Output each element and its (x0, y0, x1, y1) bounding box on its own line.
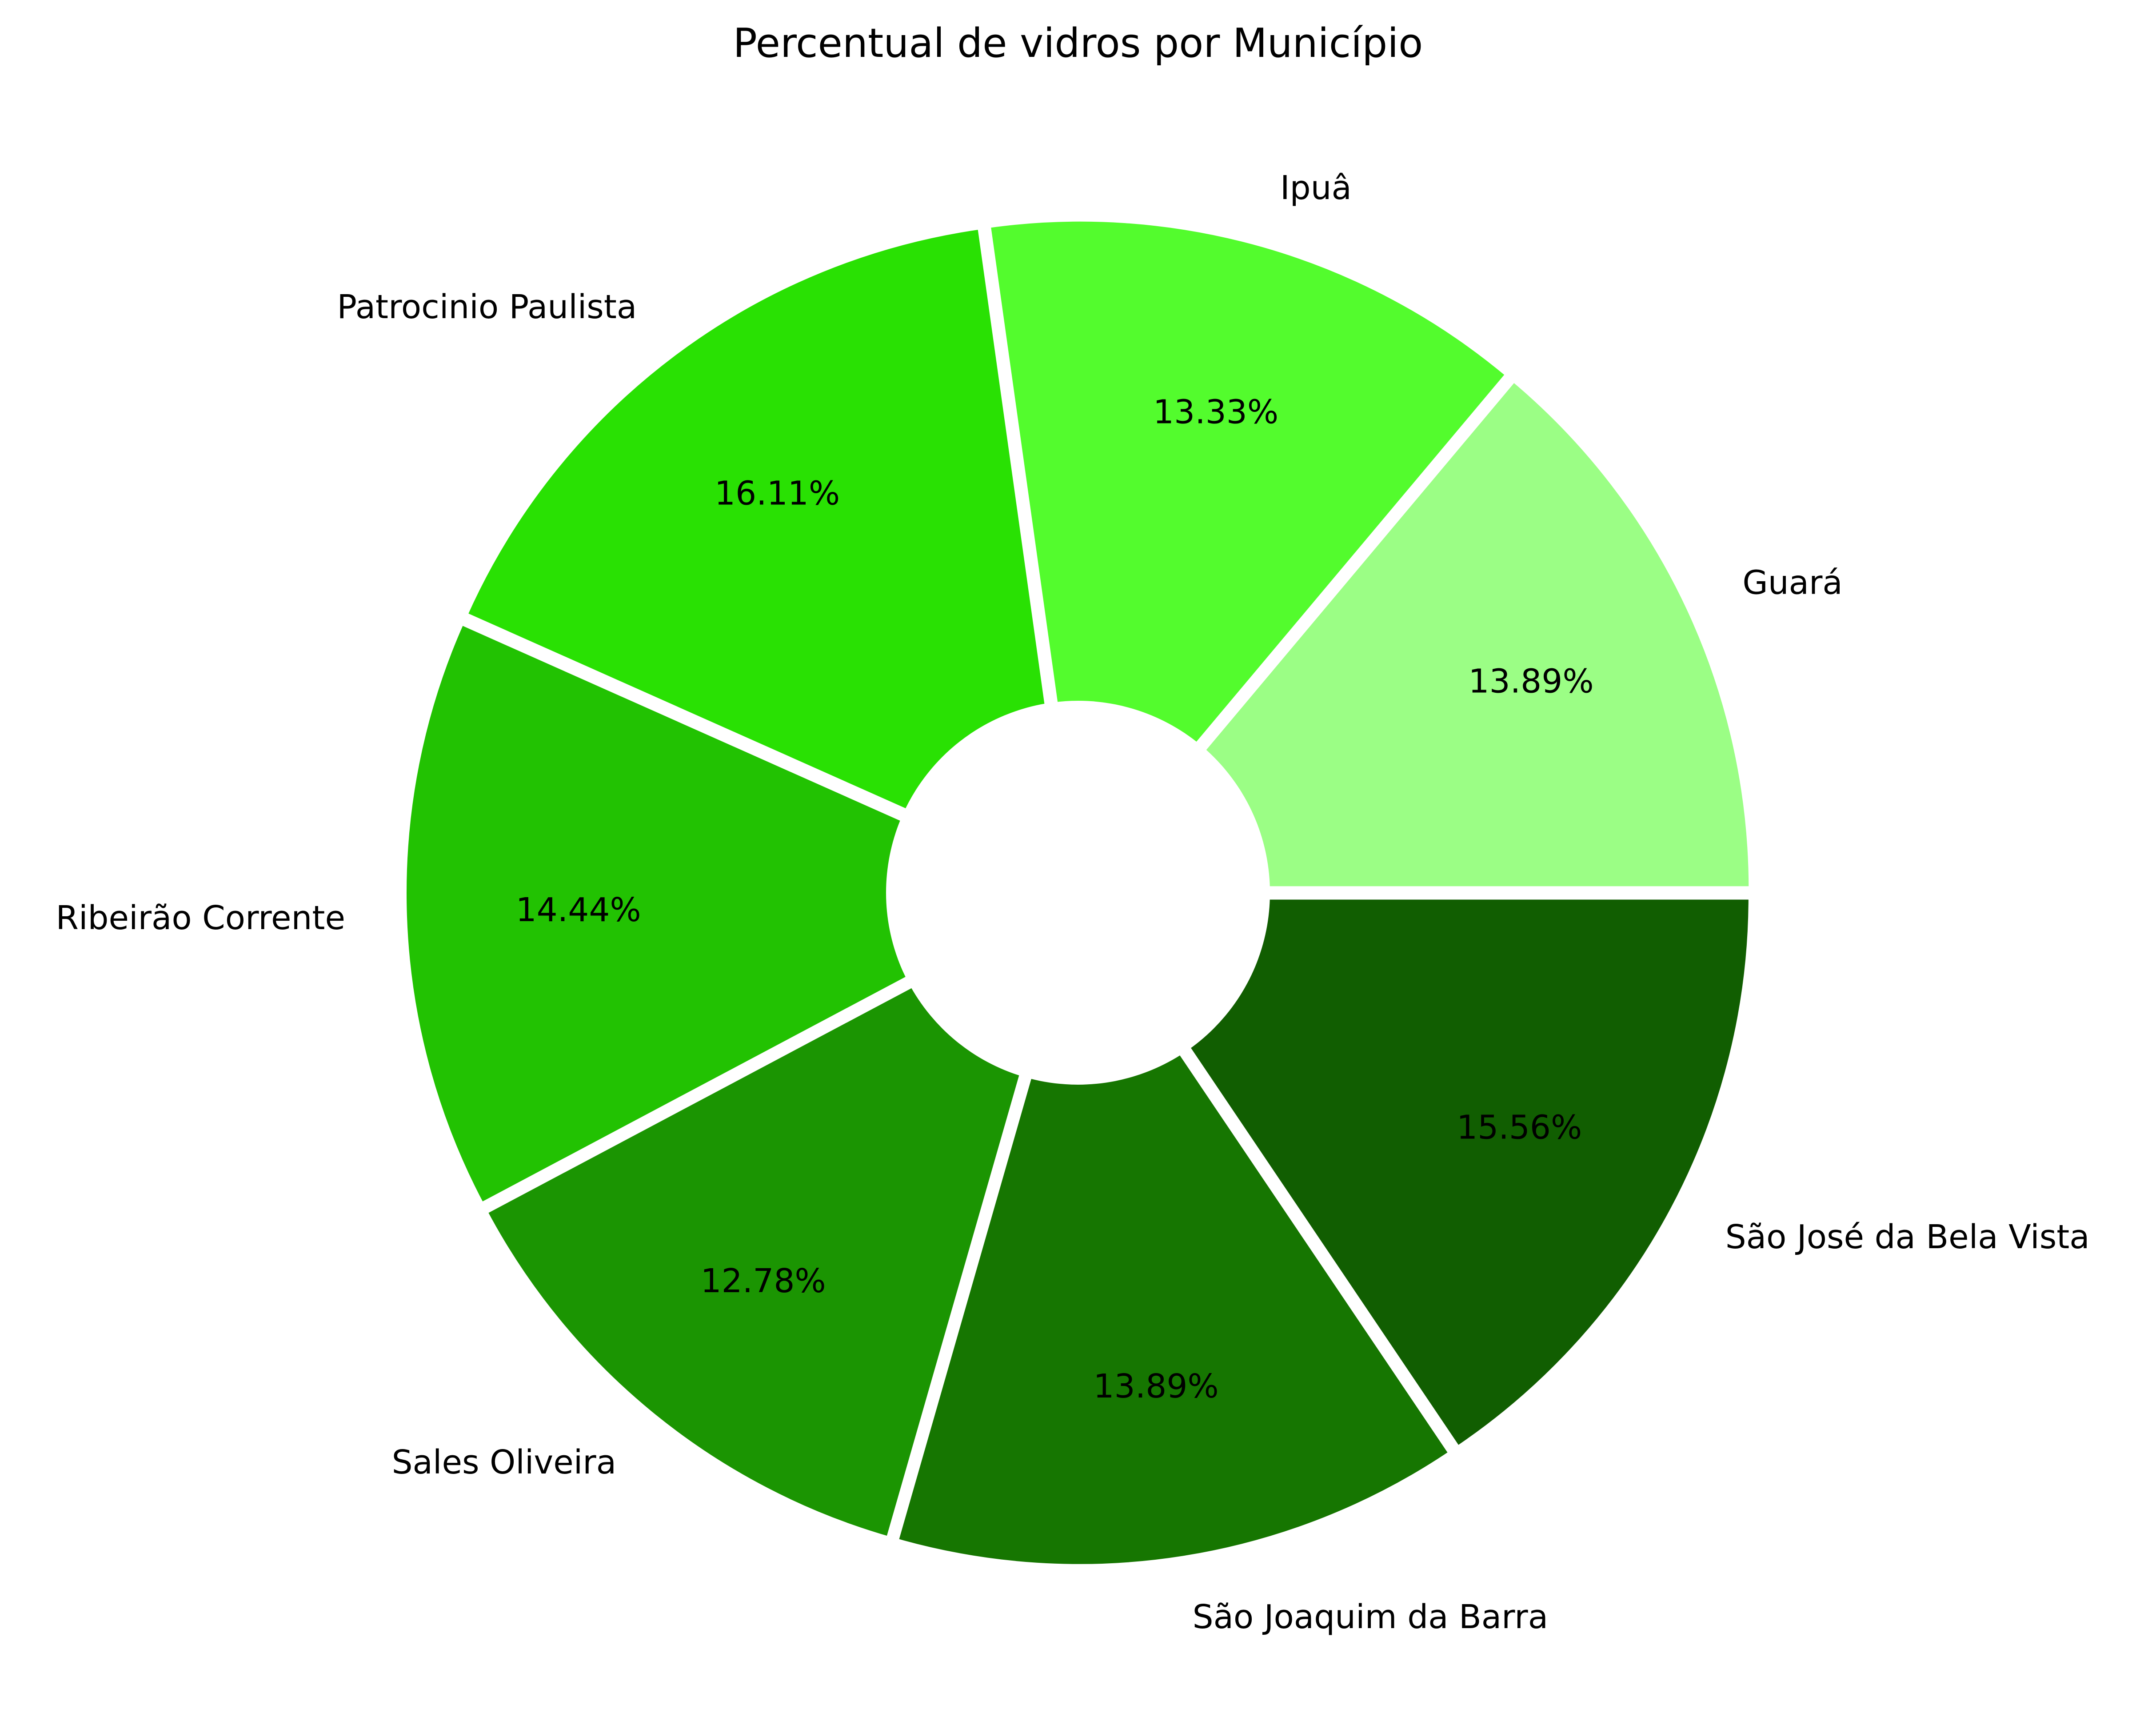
percent-label-ribeirao-corrente: 14.44% (516, 891, 641, 929)
category-label-sao-jose-da-bela-vista: São José da Bela Vista (1725, 1218, 2090, 1256)
category-label-ipua: Ipuâ (1280, 169, 1352, 207)
percent-label-sales-oliveira: 12.78% (701, 1262, 826, 1300)
category-label-guara: Guará (1742, 564, 1842, 602)
category-label-patrocinio-paulista: Patrocinio Paulista (337, 288, 637, 326)
category-label-sao-joaquim-da-barra: São Joaquim da Barra (1193, 1598, 1548, 1636)
pie-slice-sales-oliveira (481, 895, 1076, 1543)
category-labels: Guará Ipuâ Patrocinio Paulista Ribeirão Cor… (56, 169, 2090, 1636)
donut-hole (886, 701, 1270, 1085)
percent-label-sao-jose-da-bela-vista: 15.56% (1457, 1108, 1582, 1146)
pie-slice-ribeirao-corrente (400, 619, 1074, 1209)
pie-slices (400, 215, 1755, 1570)
percent-label-sao-joaquim-da-barra: 13.89% (1094, 1367, 1219, 1406)
category-label-ribeirao-corrente: Ribeirão Corrente (56, 899, 345, 937)
pie-slice-patrocinio-paulista (461, 223, 1077, 890)
percent-label-guara: 13.89% (1468, 663, 1593, 701)
category-label-sales-oliveira: Sales Oliveira (392, 1443, 617, 1481)
percent-labels: 13.89% 13.33% 16.11% 14.44% 12.78% 13.89% 15.5… (516, 393, 1594, 1406)
pie-slice-guara (1082, 375, 1755, 893)
chart-title: Percentual de vidros por Município (733, 20, 1423, 67)
percent-label-patrocinio-paulista: 16.11% (715, 474, 840, 512)
pie-slice-sao-jose-da-bela-vista (1082, 893, 1755, 1453)
percent-label-ipua: 13.33% (1153, 393, 1278, 431)
